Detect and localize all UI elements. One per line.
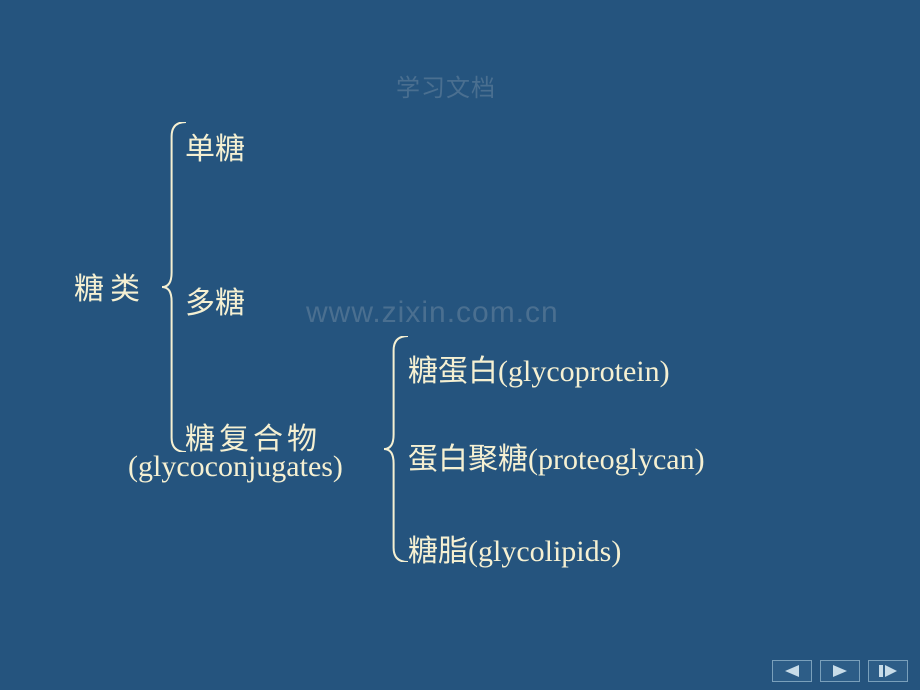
triangle-left-icon	[785, 665, 799, 677]
nav-bar	[772, 660, 908, 682]
root-label: 糖类	[74, 264, 146, 308]
triangle-right-icon	[833, 665, 847, 677]
level2-item-0: 糖蛋白(glycoprotein)	[408, 346, 670, 390]
watermark-top: 学习文档	[396, 68, 496, 103]
level2-item-2: 糖脂(glycolipids)	[408, 526, 621, 570]
level1-item-0: 单糖	[185, 124, 245, 168]
brace-level2	[384, 336, 408, 562]
end-button[interactable]	[868, 660, 908, 682]
level1-item-2-line2: (glycoconjugates)	[128, 450, 343, 484]
level2-item-1: 蛋白聚糖(proteoglycan)	[408, 434, 705, 478]
level1-item-1: 多糖	[185, 278, 245, 322]
next-button[interactable]	[820, 660, 860, 682]
bar-right-icon	[879, 665, 897, 677]
prev-button[interactable]	[772, 660, 812, 682]
brace-level1	[162, 122, 186, 452]
watermark-main: www.zixin.com.cn	[306, 296, 559, 330]
